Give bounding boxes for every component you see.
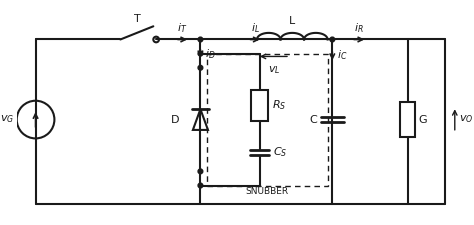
Text: $v_O$: $v_O$ — [458, 114, 473, 126]
Text: $R_S$: $R_S$ — [272, 99, 286, 112]
Bar — [207, 54, 328, 185]
Text: SNUBBER: SNUBBER — [246, 187, 289, 196]
Text: $i_R$: $i_R$ — [354, 21, 364, 35]
Text: $v_L$: $v_L$ — [268, 64, 280, 76]
Bar — [400, 102, 415, 137]
Text: $i_C$: $i_C$ — [337, 49, 347, 62]
Text: $v_G$: $v_G$ — [0, 114, 14, 126]
Text: C: C — [310, 115, 317, 125]
Circle shape — [198, 169, 203, 174]
Circle shape — [198, 65, 203, 70]
Text: T: T — [134, 14, 141, 25]
Text: $C_S$: $C_S$ — [273, 146, 287, 160]
Circle shape — [198, 37, 203, 42]
Circle shape — [198, 51, 203, 56]
Text: $i_T$: $i_T$ — [177, 21, 188, 35]
Text: $i_D$: $i_D$ — [205, 47, 216, 61]
Text: G: G — [418, 115, 427, 125]
Circle shape — [330, 37, 335, 42]
Bar — [251, 90, 268, 121]
Circle shape — [198, 183, 203, 188]
Text: L: L — [289, 16, 295, 26]
Text: D: D — [171, 115, 180, 125]
Text: $i_L$: $i_L$ — [251, 21, 260, 35]
